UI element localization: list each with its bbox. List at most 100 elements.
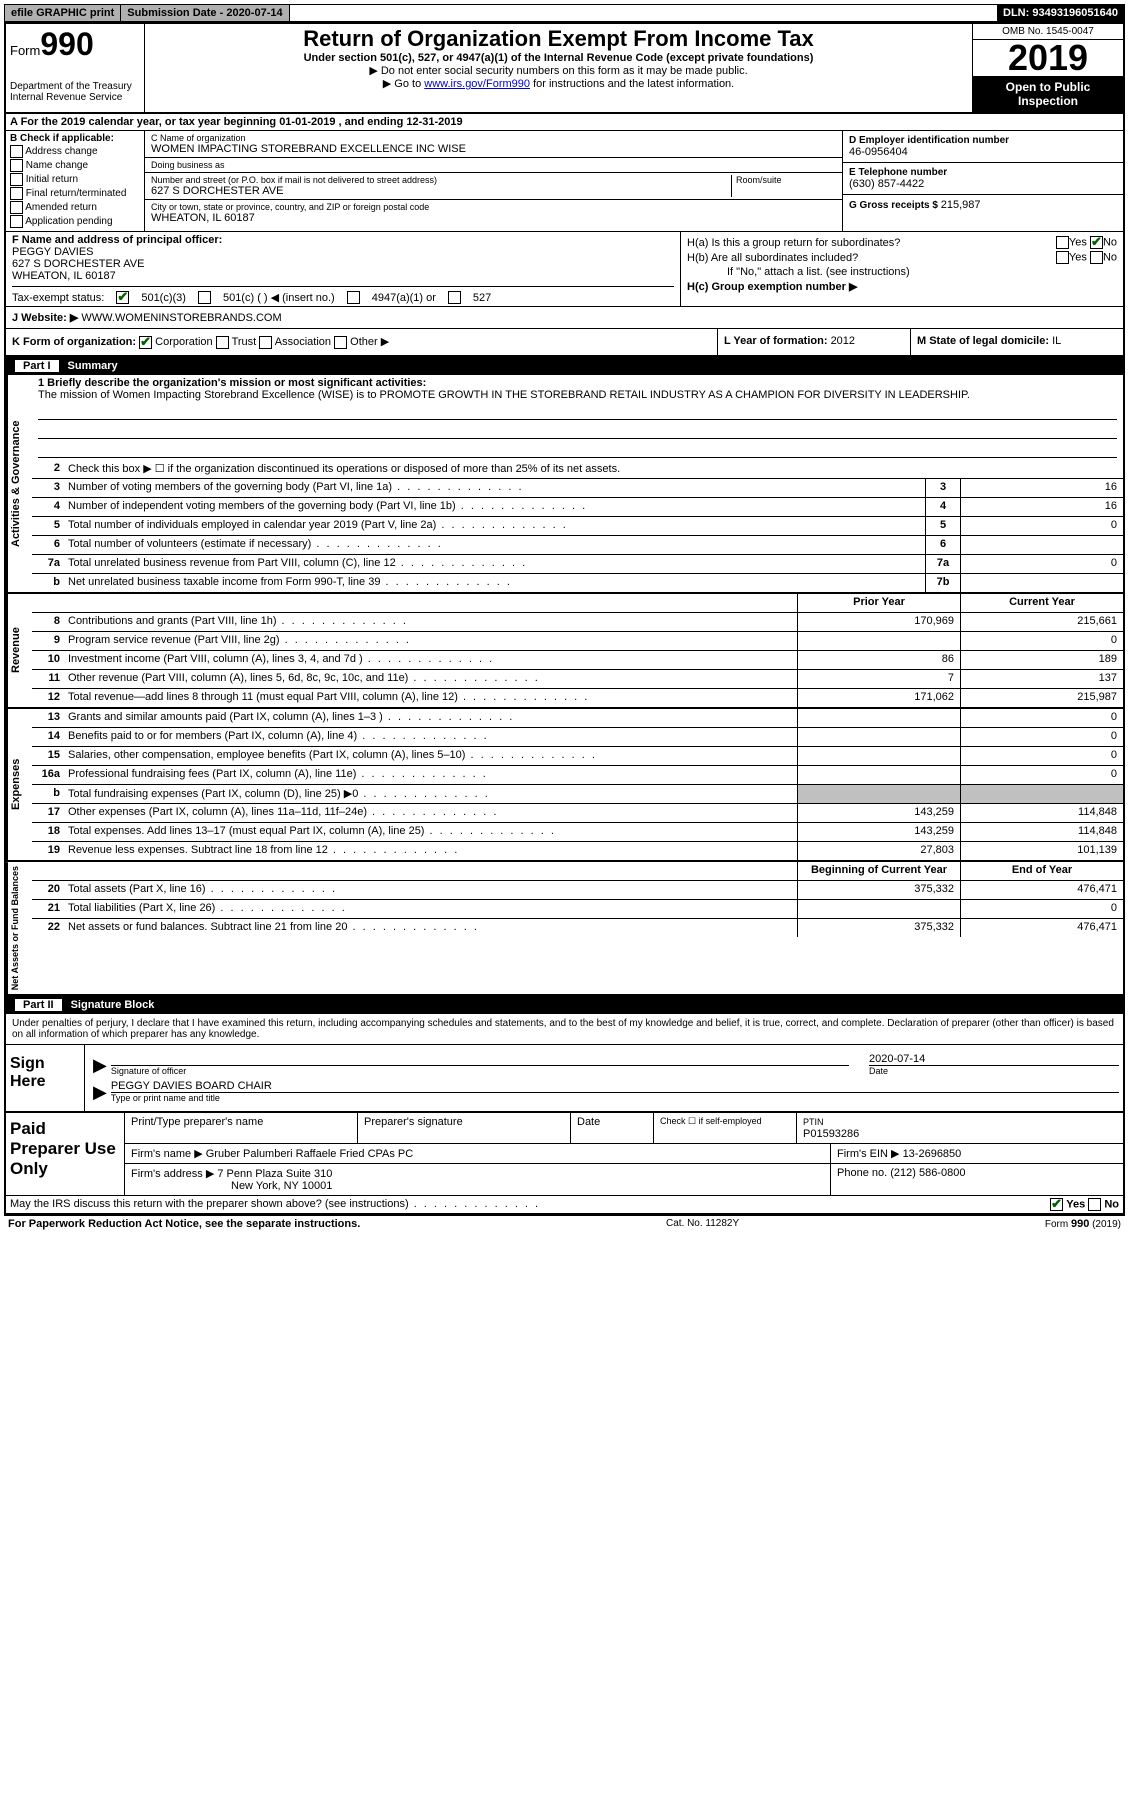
- ha-label: H(a) Is this a group return for subordin…: [687, 237, 900, 249]
- check-other[interactable]: [334, 336, 347, 349]
- table-row: 3 Number of voting members of the govern…: [32, 479, 1123, 498]
- hb-no[interactable]: [1090, 251, 1103, 264]
- section-k-form-org: K Form of organization: Corporation Trus…: [6, 329, 718, 355]
- officer-name: PEGGY DAVIES: [12, 246, 94, 258]
- check-527[interactable]: [448, 291, 461, 304]
- tax-year: 2019: [973, 40, 1123, 76]
- street-address: 627 S DORCHESTER AVE: [151, 185, 731, 197]
- row-j-website: J Website: ▶ WWW.WOMENINSTOREBRANDS.COM: [6, 307, 1123, 329]
- efile-print-button[interactable]: efile GRAPHIC print: [5, 5, 121, 21]
- hb-yes[interactable]: [1056, 251, 1069, 264]
- ssn-note: ▶ Do not enter social security numbers o…: [149, 64, 968, 77]
- table-row: 16a Professional fundraising fees (Part …: [32, 766, 1123, 785]
- section-fgh: F Name and address of principal officer:…: [6, 232, 1123, 307]
- check-address-change[interactable]: Address change: [10, 145, 140, 158]
- mission-block: 1 Briefly describe the organization's mi…: [32, 375, 1123, 460]
- table-row: 13 Grants and similar amounts paid (Part…: [32, 709, 1123, 728]
- addr-label: Number and street (or P.O. box if mail i…: [151, 175, 731, 185]
- firm-name-label: Firm's name ▶: [131, 1148, 203, 1160]
- header-left: Form990 Department of the Treasury Inter…: [6, 24, 145, 112]
- ptin-value: P01593286: [803, 1128, 859, 1140]
- check-501c3[interactable]: [116, 291, 129, 304]
- row-a-tax-year: A For the 2019 calendar year, or tax yea…: [6, 114, 1123, 131]
- footer-left: For Paperwork Reduction Act Notice, see …: [8, 1218, 360, 1230]
- section-f-officer: F Name and address of principal officer:…: [6, 232, 681, 306]
- check-application-pending[interactable]: Application pending: [10, 215, 140, 228]
- table-row: b Total fundraising expenses (Part IX, c…: [32, 785, 1123, 804]
- netassets-vlabel: Net Assets or Fund Balances: [6, 862, 32, 994]
- table-row: 21 Total liabilities (Part X, line 26) 0: [32, 900, 1123, 919]
- firm-ein: 13-2696850: [903, 1148, 962, 1160]
- ein-value: 46-0956404: [849, 146, 1117, 158]
- check-corporation[interactable]: [139, 336, 152, 349]
- city-label: City or town, state or province, country…: [151, 202, 836, 212]
- firm-ein-label: Firm's EIN ▶: [837, 1148, 900, 1160]
- instructions-link[interactable]: www.irs.gov/Form990: [424, 78, 530, 90]
- officer-label: F Name and address of principal officer:: [12, 234, 222, 246]
- form-number: Form990: [10, 26, 140, 63]
- ha-yes[interactable]: [1056, 236, 1069, 249]
- org-name: WOMEN IMPACTING STOREBRAND EXCELLENCE IN…: [151, 143, 836, 155]
- sign-date-label: Date: [869, 1066, 1119, 1076]
- tax-status-label: Tax-exempt status:: [12, 292, 104, 304]
- check-final-return[interactable]: Final return/terminated: [10, 187, 140, 200]
- section-b-label: B Check if applicable:: [10, 133, 114, 144]
- hb-note: If "No," attach a list. (see instruction…: [687, 266, 1117, 278]
- firm-phone-label: Phone no.: [837, 1167, 887, 1179]
- officer-name-label: Type or print name and title: [111, 1093, 1119, 1103]
- table-row: 20 Total assets (Part X, line 16) 375,33…: [32, 881, 1123, 900]
- submission-label: Submission Date -: [127, 7, 226, 19]
- discuss-no[interactable]: [1088, 1198, 1101, 1211]
- revenue-section: Revenue Prior Year Current Year 8 Contri…: [6, 594, 1123, 709]
- check-4947[interactable]: [347, 291, 360, 304]
- prior-year-header: Prior Year: [797, 594, 960, 612]
- table-row: 8 Contributions and grants (Part VIII, l…: [32, 613, 1123, 632]
- firm-name: Gruber Palumberi Raffaele Fried CPAs PC: [206, 1148, 413, 1160]
- table-row: 5 Total number of individuals employed i…: [32, 517, 1123, 536]
- form-body: Form990 Department of the Treasury Inter…: [4, 22, 1125, 1216]
- officer-name-field: PEGGY DAVIES BOARD CHAIR: [111, 1080, 1119, 1093]
- form-title: Return of Organization Exempt From Incom…: [149, 26, 968, 52]
- table-row: 6 Total number of volunteers (estimate i…: [32, 536, 1123, 555]
- table-row: 12 Total revenue—add lines 8 through 11 …: [32, 689, 1123, 707]
- prep-date-label: Date: [571, 1113, 654, 1143]
- page-footer: For Paperwork Reduction Act Notice, see …: [4, 1216, 1125, 1232]
- ha-no[interactable]: [1090, 236, 1103, 249]
- mission-text: The mission of Women Impacting Storebran…: [38, 389, 1117, 401]
- discuss-yes[interactable]: [1050, 1198, 1063, 1211]
- check-amended[interactable]: Amended return: [10, 201, 140, 214]
- table-row: 15 Salaries, other compensation, employe…: [32, 747, 1123, 766]
- submission-date-button[interactable]: Submission Date - 2020-07-14: [121, 5, 289, 21]
- check-initial-return[interactable]: Initial return: [10, 173, 140, 186]
- table-row: 11 Other revenue (Part VIII, column (A),…: [32, 670, 1123, 689]
- phone-label: E Telephone number: [849, 167, 1117, 178]
- open-inspection-badge: Open to Public Inspection: [973, 76, 1123, 112]
- part-ii-label: Part II: [14, 998, 63, 1012]
- officer-signature-field[interactable]: [111, 1053, 849, 1066]
- netassets-header-row: Beginning of Current Year End of Year: [32, 862, 1123, 881]
- table-row: 22 Net assets or fund balances. Subtract…: [32, 919, 1123, 937]
- table-row: b Net unrelated business taxable income …: [32, 574, 1123, 592]
- sign-here-label: Sign Here: [6, 1045, 85, 1111]
- department-label: Department of the Treasury Internal Reve…: [10, 81, 140, 103]
- footer-right: Form 990 (2019): [1045, 1218, 1121, 1230]
- footer-mid: Cat. No. 11282Y: [666, 1218, 739, 1230]
- mission-question: 1 Briefly describe the organization's mi…: [38, 377, 426, 389]
- check-name-change[interactable]: Name change: [10, 159, 140, 172]
- check-501c[interactable]: [198, 291, 211, 304]
- city-state-zip: WHEATON, IL 60187: [151, 212, 836, 224]
- form-subtitle: Under section 501(c), 527, or 4947(a)(1)…: [149, 52, 968, 64]
- ein-label: D Employer identification number: [849, 135, 1117, 146]
- table-row: 14 Benefits paid to or for members (Part…: [32, 728, 1123, 747]
- prep-name-label: Print/Type preparer's name: [125, 1113, 358, 1143]
- check-trust[interactable]: [216, 336, 229, 349]
- sign-date-value: 2020-07-14: [869, 1053, 1119, 1066]
- prep-check-label: Check ☐ if self-employed: [654, 1113, 797, 1143]
- part-i-title: Summary: [68, 360, 118, 372]
- check-association[interactable]: [259, 336, 272, 349]
- gross-receipts: 215,987: [941, 199, 981, 211]
- part-i-header: Part I Summary: [6, 357, 1123, 375]
- officer-addr1: 627 S DORCHESTER AVE: [12, 258, 144, 270]
- hc-label: H(c) Group exemption number ▶: [687, 280, 857, 293]
- paid-preparer-label: Paid Preparer Use Only: [6, 1113, 125, 1195]
